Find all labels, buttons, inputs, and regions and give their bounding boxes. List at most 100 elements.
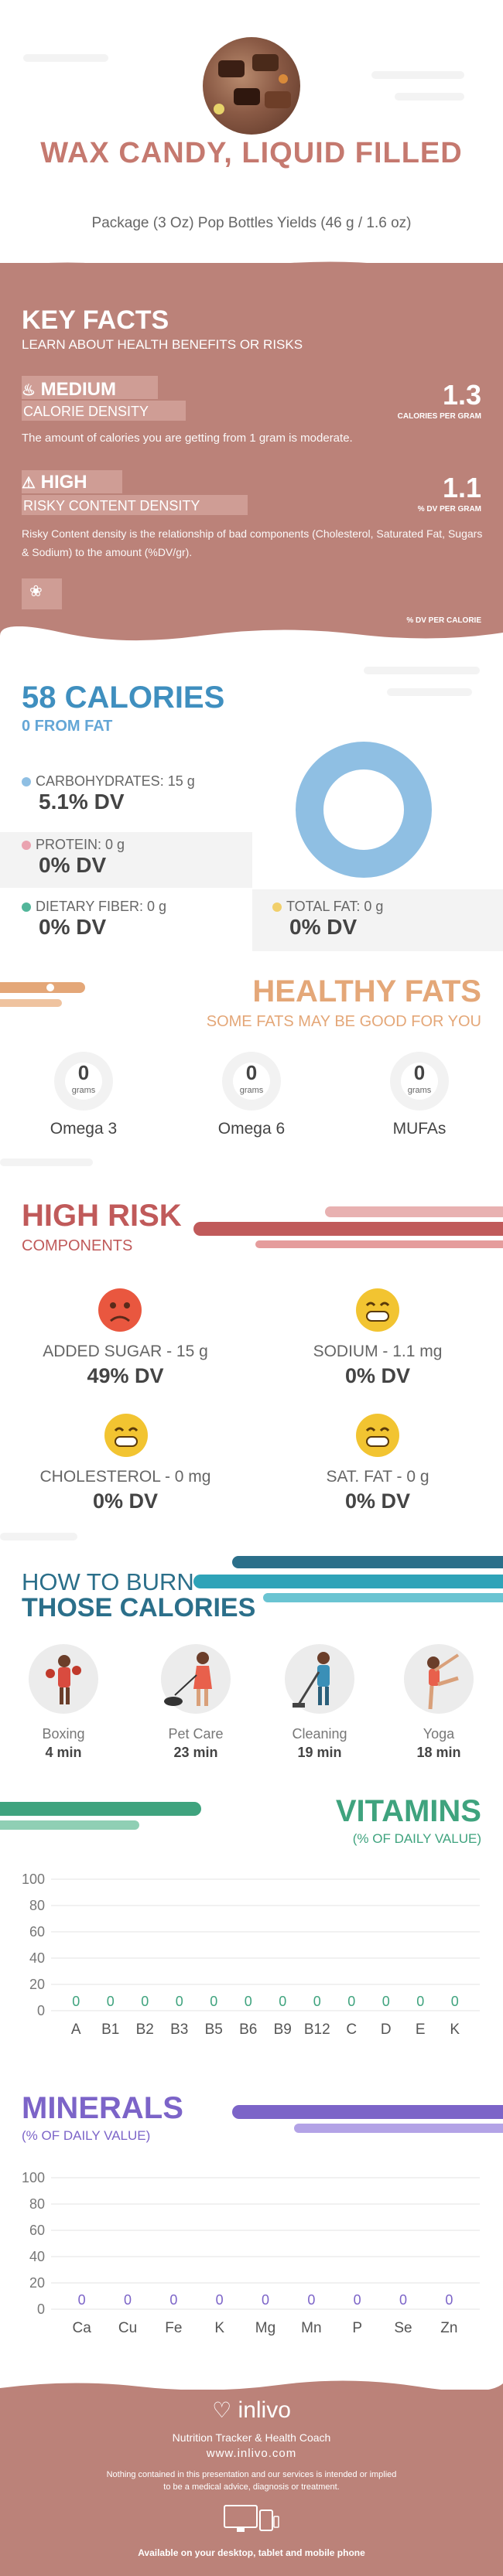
cloud-decoration [0,1533,77,1540]
sat-fat-label: SAT. FAT - 0 g [326,1468,429,1486]
fiber-item: DIETARY FIBER: 0 g 0% DV [22,899,166,940]
risky-density-level-row: ⚠ HIGH [22,472,87,493]
mineral-category-label: K [214,2320,224,2336]
happy-face-icon [104,1414,148,1457]
calorie-density-label-pill [22,401,186,421]
fiber-dv: 0% DV [39,915,107,939]
calorie-density-pill [22,376,158,399]
calorie-density-unit: CALORIES PER GRAM [397,412,481,421]
carbs-item: CARBOHYDRATES: 15 g 5.1% DV [22,773,195,814]
footer-brand-row: ♡ inlivo [0,2397,503,2424]
omega3-name: Omega 3 [50,1120,118,1138]
risky-density-unit: % DV PER GRAM [417,505,481,513]
burn-title-line2: THOSE CALORIES [22,1593,256,1622]
minerals-chart: 0 20 40 60 80 100 0 Ca 0 Cu 0 Fe 0 K 0 Mg 0 Mn 0 P 0 Se 0 Zn [22,2170,480,2336]
total-fat-item: TOTAL FAT: 0 g 0% DV [272,899,383,940]
footer-disclaimer-2: to be a medical advice, diagnosis or tre… [163,2482,340,2492]
mineral-category-label: Se [394,2320,412,2336]
vitamins-stripe [0,1802,201,1816]
footer-tagline: Nutrition Tracker & Health Coach [172,2431,331,2444]
vitamins-stripe [0,1820,139,1830]
vitamin-category-label: A [71,2022,81,2038]
page-title: WAX CANDY, LIQUID FILLED [40,137,463,169]
mineral-category-label: P [352,2320,362,2336]
mineral-y-tick: 80 [29,2196,45,2212]
vitamin-category-label: B9 [274,2022,292,2038]
omega6-name: Omega 6 [217,1120,286,1138]
mufa-name: MUFAs [392,1120,447,1138]
serving-size: Package (3 Oz) Pop Bottles Yields (46 g … [91,215,412,231]
calories-from-fat: 0 FROM FAT [22,718,113,735]
sat-fat-dv: 0% DV [344,1489,411,1513]
mineral-value-label: 0 [216,2292,224,2308]
vitamin-category-label: D [381,2022,392,2038]
mineral-value-label: 0 [445,2292,453,2308]
vitamin-value-label: 0 [451,1994,459,2009]
vitamins-title: VITAMINS [335,1794,481,1828]
vitamin-category-label: B12 [304,2022,330,2038]
risk-stripe [325,1206,503,1217]
omega6-value: 0 [245,1061,258,1084]
high-risk-title: HIGH RISK [22,1199,182,1233]
mineral-value-label: 0 [124,2292,132,2308]
fats-stripe-dot [46,984,54,991]
vitamins-subtitle: (% OF DAILY VALUE) [352,1831,481,1846]
cloud-decoration [387,688,472,696]
leaf-icon: ❀ [29,583,43,600]
protein-item: PROTEIN: 0 g 0% DV [22,837,125,878]
omega3-circle [54,1052,113,1111]
mineral-y-tick: 0 [37,2301,45,2317]
heart-logo-icon: ♡ [212,2398,232,2422]
calorie-density-value: 1.3 [442,379,481,411]
healthy-fats-title: HEALTHY FATS [252,974,481,1008]
added-sugar-label: ADDED SUGAR - 15 g [43,1343,208,1360]
risk-stripe [193,1222,503,1236]
vitamin-y-tick: 40 [29,1950,45,1966]
vitamin-category-label: B5 [205,2022,223,2038]
donut-carbs-ring [296,742,432,878]
protein-dot [22,841,31,851]
mufa-circle [390,1052,449,1111]
calorie-density-label: CALORIE DENSITY [23,404,149,419]
calories-title: 58 CALORIES [22,681,225,715]
mineral-category-label: Ca [73,2320,92,2336]
vitamin-category-label: B6 [239,2022,257,2038]
yoga-name: Yoga [423,1726,455,1742]
food-image [203,37,300,135]
minerals-stripe [294,2124,503,2133]
key-facts-section [0,263,503,626]
vitamins-chart: 0 20 40 60 80 100 0 A 0 B1 0 B2 0 B3 0 B5 0 B6 0 B9 0 B12 0 C 0 D… [22,1871,480,2038]
boxing-name: Boxing [42,1726,85,1742]
carbs-label: CARBOHYDRATES: 15 g [36,773,195,789]
mufa-value: 0 [413,1061,426,1084]
vitamin-category-label: B1 [101,2022,119,2038]
protein-label: PROTEIN: 0 g [36,837,125,852]
vitamin-value-label: 0 [176,1994,183,2009]
burn-stripe [232,1556,503,1568]
vitamin-value-label: 0 [382,1994,390,2009]
burn-stripe [193,1575,503,1588]
vitamin-category-label: E [416,2022,426,2038]
fiber-label: DIETARY FIBER: 0 g [36,899,167,914]
pet-care-icon [161,1644,231,1714]
footer-url[interactable]: www.inlivo.com [206,2447,297,2460]
sodium-dv: 0% DV [344,1364,411,1387]
vitamin-y-tick: 80 [29,1898,45,1913]
key-facts-title: KEY FACTS [22,305,169,335]
vitamin-value-label: 0 [141,1994,149,2009]
pet-care-name: Pet Care [168,1726,224,1742]
devices-icon [224,2505,279,2532]
cleaning-minutes: 19 min [297,1745,342,1760]
boxing-minutes: 4 min [45,1745,82,1760]
carbs-dot [22,777,31,787]
mineral-value-label: 0 [78,2292,86,2308]
vitamin-value-label: 0 [107,1994,115,2009]
per-calorie-unit: % DV PER CALORIE [406,616,481,625]
mineral-category-label: Fe [165,2320,182,2336]
mineral-value-label: 0 [262,2292,269,2308]
mineral-y-tick: 60 [29,2223,45,2238]
fat-dot [272,902,282,913]
omega3-value: 0 [77,1061,90,1084]
added-sugar-dv: 49% DV [87,1364,164,1387]
